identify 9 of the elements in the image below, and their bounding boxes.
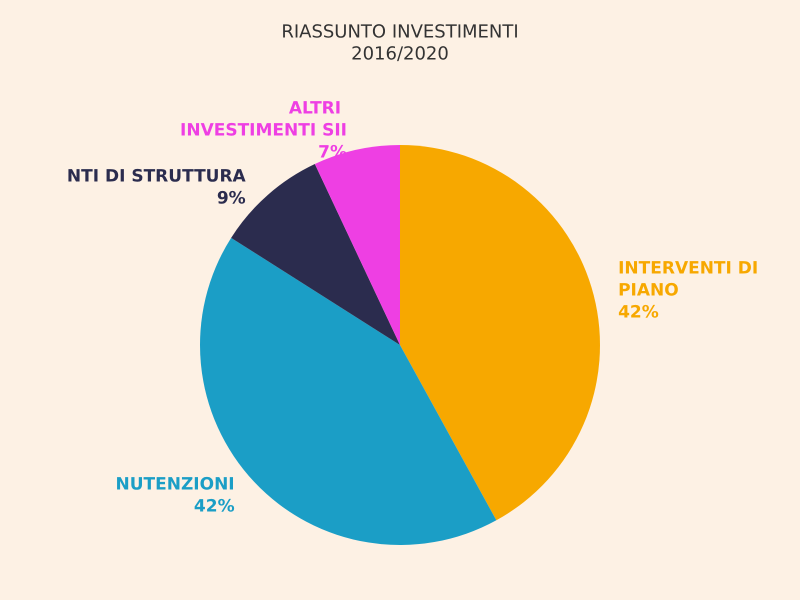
data-label: 42% [618, 302, 659, 322]
chart-title: RIASSUNTO INVESTIMENTI [281, 22, 519, 42]
slice-label: NUTENZIONI [116, 474, 235, 495]
slice-label: NTI DI STRUTTURA [66, 166, 247, 186]
chart-subtitle: 2016/2020 [351, 44, 449, 64]
slice-label: INTERVENTI DI PIANO [618, 258, 764, 300]
slice-label: ALTRI INVESTIMENTI SII [180, 98, 348, 140]
data-label: 42% [194, 496, 235, 517]
data-label: 9% [216, 188, 246, 208]
